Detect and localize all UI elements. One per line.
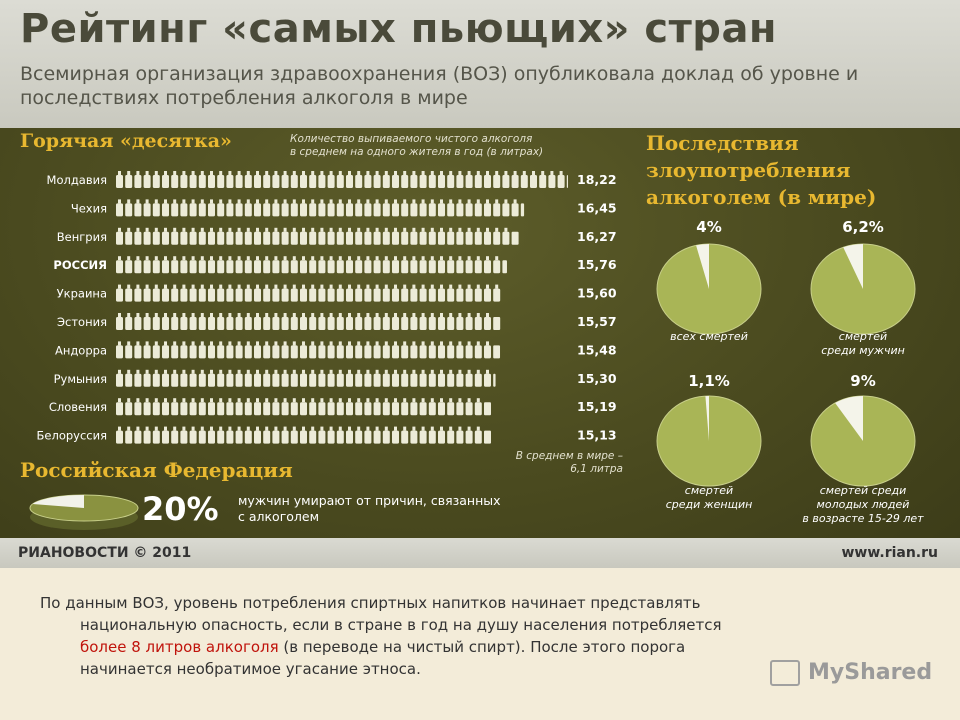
consumption-bar-chart: Молдавия 18,22 Чехия 16,45 Венгрия 16,27 РОССИ… bbox=[37, 171, 617, 444]
watermark-text: MyShared bbox=[808, 660, 933, 685]
consequences-title-line1: Последствия bbox=[646, 131, 799, 155]
pie-pct-all-deaths: 4% bbox=[696, 218, 722, 236]
caption-line4: начинается необратимое угасание этноса. bbox=[80, 660, 421, 678]
pie-caption-all-deaths-line1: всех смертей bbox=[670, 330, 748, 343]
rianovosti-logo: РИАНОВОСТИ © 2011 bbox=[18, 545, 192, 561]
top10-note: Количество выпиваемого чистого алкоголя … bbox=[290, 133, 543, 159]
pie-slice bbox=[32, 495, 84, 508]
caption-line3: более 8 литров алкоголя (в переводе на ч… bbox=[40, 636, 920, 658]
bar-category-label: Словения bbox=[49, 400, 107, 414]
bar bbox=[116, 227, 519, 245]
poster-footer: РИАНОВОСТИ © 2011 www.rian.ru bbox=[0, 538, 960, 568]
bar-category-label: РОССИЯ bbox=[53, 258, 107, 272]
bar bbox=[116, 341, 501, 359]
consequences-title: Последствия злоупотребления алкоголем (в… bbox=[646, 130, 936, 211]
pie-caption-women: смертей среди женщин bbox=[634, 484, 784, 512]
pie-chart bbox=[810, 395, 916, 487]
bar bbox=[116, 398, 491, 416]
pie-caption-young: смертей среди молодых людей в возрасте 1… bbox=[788, 484, 938, 526]
caption-line2: национальную опасность, если в стране в … bbox=[80, 616, 722, 634]
bar-value-label: 15,60 bbox=[577, 286, 617, 301]
pie-slice bbox=[705, 396, 709, 441]
bar bbox=[116, 171, 568, 188]
bar-value-label: 15,13 bbox=[577, 428, 617, 443]
pie-pct-men: 6,2% bbox=[842, 218, 884, 236]
bar bbox=[116, 426, 491, 444]
bar-category-label: Украина bbox=[57, 287, 107, 301]
bar-category-label: Белоруссия bbox=[37, 429, 108, 443]
pie-caption-men-line2: среди мужчин bbox=[821, 344, 905, 357]
pie-caption-men: смертей среди мужчин bbox=[788, 330, 938, 358]
pie-slice bbox=[835, 396, 863, 441]
top10-heading: Горячая «десятка» bbox=[20, 130, 232, 152]
bar-value-label: 15,57 bbox=[577, 314, 617, 329]
bar-value-label: 15,19 bbox=[577, 399, 617, 414]
bar-value-label: 15,48 bbox=[577, 342, 617, 357]
bar-value-label: 15,76 bbox=[577, 257, 617, 272]
bar-value-label: 18,22 bbox=[577, 172, 617, 187]
consequences-title-line3: алкоголем (в мире) bbox=[646, 185, 877, 209]
bar bbox=[116, 284, 501, 302]
bar bbox=[116, 256, 507, 274]
bar-value-label: 16,27 bbox=[577, 229, 617, 244]
bar bbox=[116, 313, 501, 330]
title-band bbox=[0, 0, 960, 128]
infographic-poster: Рейтинг «самых пьющих» стран Всемирная о… bbox=[0, 0, 960, 568]
bar-category-label: Румыния bbox=[54, 372, 107, 386]
poster-title: Рейтинг «самых пьющих» стран bbox=[20, 6, 778, 52]
bar bbox=[116, 199, 525, 217]
pie-caption-women-line2: среди женщин bbox=[665, 498, 753, 511]
pie-pct-women: 1,1% bbox=[688, 372, 730, 390]
bar-value-label: 15,30 bbox=[577, 371, 617, 386]
slide-caption: По данным ВОЗ, уровень потребления спирт… bbox=[40, 592, 920, 680]
bar-category-label: Молдавия bbox=[47, 173, 107, 187]
pie-caption-young-line1: смертей среди bbox=[819, 484, 907, 497]
top10-note-line2: в среднем на одного жителя в год (в литр… bbox=[290, 146, 544, 158]
pie-pct-young: 9% bbox=[850, 372, 876, 390]
pie-chart bbox=[656, 395, 762, 487]
bar-category-label: Андорра bbox=[55, 343, 107, 357]
presentation-icon bbox=[770, 660, 800, 686]
pie-caption-women-line1: смертей bbox=[684, 484, 734, 497]
poster-subtitle: Всемирная организация здравоохранения (В… bbox=[20, 63, 859, 109]
rf-text-line1: мужчин умирают от причин, связанных bbox=[238, 493, 501, 508]
consequences-title-line2: злоупотребления bbox=[646, 158, 851, 182]
caption-line1: По данным ВОЗ, уровень потребления спирт… bbox=[40, 594, 701, 612]
pie-slice bbox=[696, 244, 709, 289]
caption-line3-rest: (в переводе на чистый спирт). После этог… bbox=[278, 638, 686, 656]
rf-percent: 20% bbox=[142, 490, 219, 528]
rf-text-line2: с алкоголем bbox=[238, 509, 320, 524]
bar-category-label: Венгрия bbox=[57, 230, 107, 244]
bar-value-label: 16,45 bbox=[577, 200, 617, 215]
pie-chart bbox=[656, 243, 762, 335]
world-average-line2: 6,1 литра bbox=[570, 463, 623, 475]
world-average-note: В среднем в мире – 6,1 литра bbox=[478, 450, 623, 476]
bar-category-label: Эстония bbox=[57, 315, 107, 329]
pie-chart bbox=[810, 243, 916, 335]
rian-url: www.rian.ru bbox=[841, 545, 938, 561]
world-average-line1: В среднем в мире – bbox=[515, 450, 623, 462]
top10-note-line1: Количество выпиваемого чистого алкоголя bbox=[290, 133, 533, 145]
pie-caption-all-deaths: всех смертей bbox=[634, 330, 784, 344]
caption-highlight: более 8 литров алкоголя bbox=[80, 638, 279, 656]
pie-caption-young-line2: молодых людей bbox=[816, 498, 910, 511]
pie-caption-young-line3: в возрасте 15-29 лет bbox=[802, 512, 924, 525]
rf-heading: Российская Федерация bbox=[20, 458, 293, 482]
pie-slice bbox=[843, 244, 863, 289]
consequences-pie-charts bbox=[29, 243, 916, 530]
bar bbox=[116, 369, 496, 387]
pie-caption-men-line1: смертей bbox=[838, 330, 888, 343]
rf-pie-chart bbox=[29, 494, 139, 530]
bar-category-label: Чехия bbox=[71, 201, 107, 215]
myshared-watermark: MyShared bbox=[770, 660, 932, 686]
rf-text: мужчин умирают от причин, связанных с ал… bbox=[238, 493, 538, 525]
